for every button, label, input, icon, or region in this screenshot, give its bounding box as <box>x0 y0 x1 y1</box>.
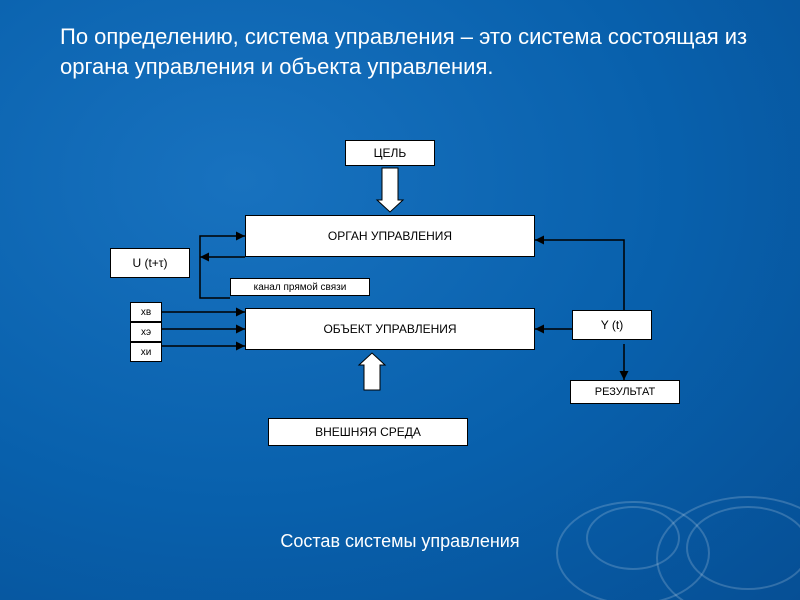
box-env-label: ВНЕШНЯЯ СРЕДА <box>311 423 425 441</box>
box-channel-label: канал прямой связи <box>250 280 351 295</box>
box-xb-label: xв <box>137 305 155 320</box>
box-organ-label: ОРГАН УПРАВЛЕНИЯ <box>324 227 456 245</box>
diagram-svg <box>0 0 800 600</box>
box-xe: xэ <box>130 322 162 342</box>
box-u-t: U (t+τ) <box>110 248 190 278</box>
box-object: ОБЪЕКТ УПРАВЛЕНИЯ <box>245 308 535 350</box>
box-result: РЕЗУЛЬТАТ <box>570 380 680 404</box>
box-object-label: ОБЪЕКТ УПРАВЛЕНИЯ <box>319 320 460 338</box>
box-y-t-label: Y (t) <box>597 316 627 334</box>
ripple-decoration <box>556 501 710 600</box>
box-env: ВНЕШНЯЯ СРЕДА <box>268 418 468 446</box>
box-channel: канал прямой связи <box>230 278 370 296</box>
box-xb: xв <box>130 302 162 322</box>
box-xe-label: xэ <box>137 325 155 340</box>
box-xi: xи <box>130 342 162 362</box>
box-organ: ОРГАН УПРАВЛЕНИЯ <box>245 215 535 257</box>
slide: По определению, система управления – это… <box>0 0 800 600</box>
box-goal: ЦЕЛЬ <box>345 140 435 166</box>
box-y-t: Y (t) <box>572 310 652 340</box>
box-xi-label: xи <box>137 345 156 360</box>
slide-title: По определению, система управления – это… <box>60 22 760 81</box>
box-result-label: РЕЗУЛЬТАТ <box>591 384 659 400</box>
box-goal-label: ЦЕЛЬ <box>370 144 411 162</box>
box-u-t-label: U (t+τ) <box>128 254 171 272</box>
